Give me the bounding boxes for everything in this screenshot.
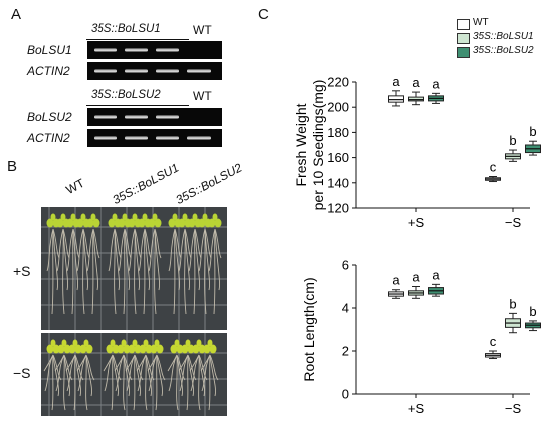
blot1-gene-label: BoLSU1 [27,43,72,57]
y-axis-title-line: Root Length(cm) [301,277,317,381]
seedling-photo-minus-s [41,333,227,416]
y-tick-label: 220 [327,75,349,90]
blot1-control-gel [87,62,222,80]
blot1-gene-gel [87,41,222,59]
box-plot [428,283,444,297]
column-label-lsu1: 35S::BoLSU1 [110,160,182,207]
blot2-control-label: ACTIN2 [27,131,70,145]
panel-a-letter: A [11,6,22,23]
box-plot [388,289,404,299]
significance-letter: b [509,296,516,311]
panel-b-letter: B [7,158,18,175]
row-label-plus-s: +S [13,263,31,279]
significance-letter: a [392,273,400,288]
column-label-wt: WT [63,175,87,197]
significance-letter: b [529,124,536,139]
x-tick-label: −S [505,215,522,227]
y-tick-label: 4 [342,301,349,316]
blot2-construct-underline [86,105,189,106]
legend-label-lsu1: 35S::BoLSU1 [473,31,534,42]
box-plot [525,320,541,332]
y-tick-label: 120 [327,201,349,216]
y-axis-title: Fresh Weightper 10 Seedings(mg) [293,80,326,211]
box-iqr [408,96,424,102]
box-plot [485,350,501,360]
seedling-photo-plus-s [41,207,227,330]
column-label-lsu2: 35S::BoLSU2 [173,160,245,207]
box-plot [408,91,424,106]
box-plot [428,92,444,104]
seedling-image-minus-s [41,333,227,416]
blot2-gene-label: BoLSU2 [27,110,72,124]
blot2-construct-label: 35S::BoLSU2 [91,89,161,101]
significance-letter: a [412,270,420,285]
significance-letter: c [490,160,497,175]
legend-swatch-wt [457,19,470,30]
y-tick-label: 2 [342,344,349,359]
significance-letter: a [392,74,400,89]
box-plot [505,312,521,334]
blot1-construct-label: 35S::BoLSU1 [91,23,161,35]
blot2-wt-label: WT [193,89,212,103]
legend: WT 35S::BoLSU1 35S::BoLSU2 [457,17,547,58]
y-tick-label: 200 [327,100,349,115]
y-tick-label: 140 [327,175,349,190]
legend-swatch-lsu1 [457,33,470,44]
y-axis-title: Root Length(cm) [301,277,317,381]
box-plot [485,176,501,183]
legend-label-wt: WT [473,17,489,28]
box-plot [525,140,541,156]
y-axis-title-line: Fresh Weight [293,103,309,186]
blot2-control-gel [87,129,222,147]
y-tick-label: 0 [342,387,349,402]
y-axis-title-line: per 10 Seedings(mg) [310,80,326,211]
significance-letter: b [509,133,516,148]
blot1-wt-label: WT [193,23,212,37]
x-tick-label: +S [408,215,425,227]
y-tick-label: 180 [327,125,349,140]
significance-letter: b [529,304,536,319]
x-tick-label: −S [505,401,522,416]
blot2-gene-gel [87,108,222,126]
significance-letter: c [490,334,497,349]
seedling-image-plus-s [41,207,227,330]
significance-letter: a [412,75,420,90]
y-tick-label: 6 [342,258,349,273]
legend-label-lsu2: 35S::BoLSU2 [473,45,534,56]
legend-swatch-lsu2 [457,47,470,58]
box-plot [408,286,424,299]
box-iqr [388,95,404,103]
significance-letter: a [432,76,440,91]
x-tick-label: +S [408,401,425,416]
blot1-control-label: ACTIN2 [27,64,70,78]
box-plot [388,90,404,107]
blot1-construct-underline [86,39,189,40]
y-tick-label: 160 [327,150,349,165]
box-plot [505,149,521,162]
row-label-minus-s: −S [13,365,31,381]
significance-letter: a [432,267,440,282]
panel-c-letter: C [258,6,269,23]
